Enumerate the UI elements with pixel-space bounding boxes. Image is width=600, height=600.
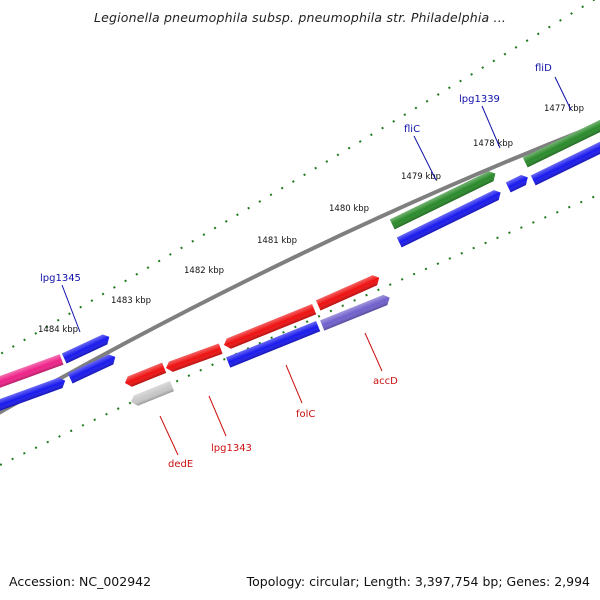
leader-lpg1339 (481, 105, 501, 149)
gene-fliD-feature[interactable] (522, 118, 600, 168)
map-title: Legionella pneumophila subsp. pneumophil… (93, 10, 507, 25)
label-dedE[interactable]: dedE (168, 459, 193, 470)
leader-fliC (413, 135, 437, 181)
topology-text: Topology: circular; Length: 3,397,754 bp… (246, 574, 590, 589)
gene-folC-feature[interactable] (222, 304, 317, 351)
leader-folC (285, 364, 303, 404)
scale-label-1478: 1478 kbp (473, 139, 513, 149)
scale-label-1482: 1482 kbp (184, 266, 224, 276)
gene-red-small[interactable] (123, 362, 167, 389)
gene-fliC-feature[interactable] (389, 169, 498, 230)
leader-accD (364, 332, 383, 372)
label-fliC[interactable]: fliC (404, 124, 420, 135)
gene-blue-fwd-3[interactable] (226, 321, 321, 368)
leader-dedE (159, 415, 179, 456)
gene-lpg1339-feature[interactable] (505, 173, 531, 193)
gene-accD-feature[interactable] (320, 293, 392, 331)
leader-lpg1343 (208, 395, 227, 437)
label-lpg1339[interactable]: lpg1339 (459, 94, 500, 105)
label-folC[interactable]: folC (296, 409, 315, 420)
gene-dedE-feature[interactable] (129, 380, 175, 408)
tick-track-outer (0, 0, 596, 356)
gene-magenta-feature[interactable] (0, 354, 64, 391)
accession-text: Accession: NC_002942 (9, 574, 152, 589)
scale-label-1481: 1481 kbp (257, 236, 297, 246)
scale-label-1480: 1480 kbp (329, 204, 369, 214)
backbone-arc (0, 121, 600, 415)
gene-lpg1343-feature[interactable] (164, 343, 223, 373)
scale-label-1484: 1484 kbp (38, 325, 78, 335)
gene-blue-fwd-4[interactable] (67, 352, 118, 384)
label-lpg1345[interactable]: lpg1345 (40, 273, 81, 284)
label-accD[interactable]: accD (373, 376, 398, 387)
gene-blue-fwd-5[interactable] (0, 376, 67, 414)
leader-fliD (554, 76, 572, 111)
leader-lpg1345 (61, 284, 81, 333)
gene-red-1[interactable] (315, 273, 382, 311)
label-fliD[interactable]: fliD (535, 63, 552, 74)
gene-blue-fwd-1[interactable] (530, 140, 600, 186)
gene-blue-fwd-2[interactable] (396, 188, 503, 248)
scale-label-1477: 1477 kbp (544, 104, 584, 114)
scale-label-1483: 1483 kbp (111, 296, 151, 306)
gene-lpg1345-feature[interactable] (61, 332, 112, 364)
label-lpg1343[interactable]: lpg1343 (211, 443, 252, 454)
scale-label-1479: 1479 kbp (401, 172, 441, 182)
tick-track-inner (0, 193, 600, 466)
